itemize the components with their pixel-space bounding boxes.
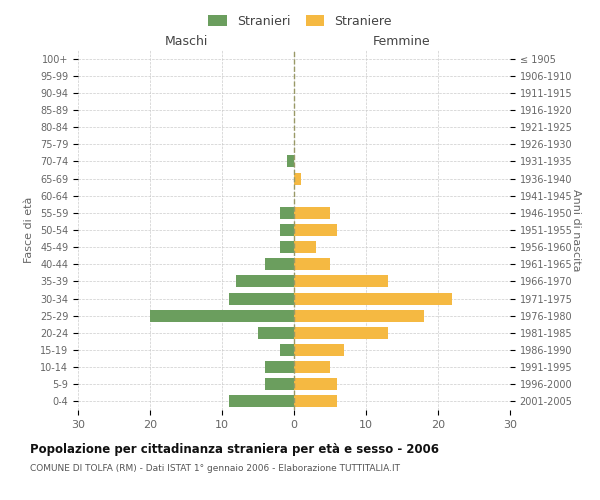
Y-axis label: Anni di nascita: Anni di nascita	[571, 188, 581, 271]
Text: COMUNE DI TOLFA (RM) - Dati ISTAT 1° gennaio 2006 - Elaborazione TUTTITALIA.IT: COMUNE DI TOLFA (RM) - Dati ISTAT 1° gen…	[30, 464, 400, 473]
Text: Maschi: Maschi	[164, 36, 208, 49]
Bar	[294, 276, 388, 287]
Legend: Stranieri, Straniere: Stranieri, Straniere	[205, 11, 395, 32]
Bar	[294, 224, 337, 236]
Y-axis label: Fasce di età: Fasce di età	[25, 197, 34, 263]
Bar	[280, 241, 294, 253]
Bar	[265, 258, 294, 270]
Bar	[280, 207, 294, 219]
Bar	[294, 378, 337, 390]
Bar	[294, 396, 337, 407]
Bar	[294, 310, 424, 322]
Bar	[294, 172, 301, 184]
Bar	[265, 378, 294, 390]
Bar	[294, 327, 388, 339]
Bar	[258, 327, 294, 339]
Bar	[294, 241, 316, 253]
Bar	[294, 344, 344, 356]
Bar	[229, 396, 294, 407]
Bar	[280, 224, 294, 236]
Bar	[294, 292, 452, 304]
Bar	[280, 344, 294, 356]
Bar	[265, 361, 294, 373]
Bar	[287, 156, 294, 168]
Text: Popolazione per cittadinanza straniera per età e sesso - 2006: Popolazione per cittadinanza straniera p…	[30, 442, 439, 456]
Bar	[294, 258, 330, 270]
Text: Femmine: Femmine	[373, 36, 431, 49]
Bar	[150, 310, 294, 322]
Bar	[229, 292, 294, 304]
Bar	[236, 276, 294, 287]
Bar	[294, 361, 330, 373]
Bar	[294, 207, 330, 219]
